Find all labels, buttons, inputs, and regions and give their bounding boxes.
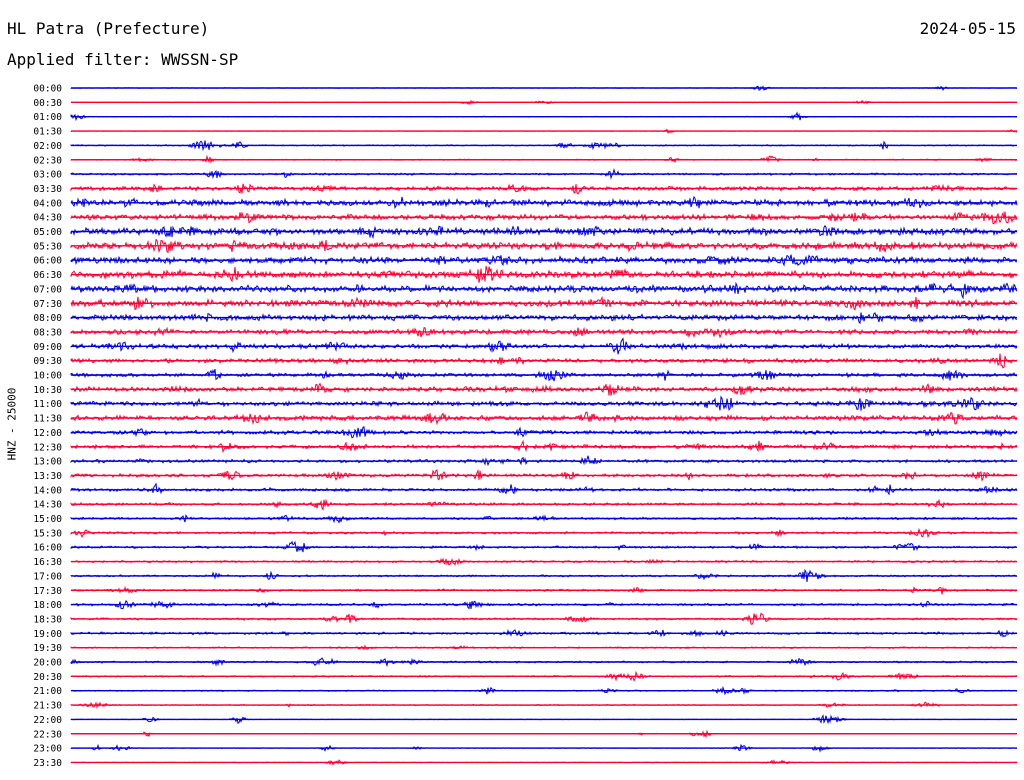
row-time-label: 13:00 [33, 457, 62, 468]
row-time-label: 20:30 [33, 672, 62, 683]
row-time-label: 23:00 [33, 744, 62, 755]
row-time-label: 17:00 [33, 571, 62, 582]
row-time-label: 02:00 [33, 141, 62, 152]
seismic-trace [70, 312, 1017, 325]
row-time-label: 16:30 [33, 557, 62, 568]
plot-date: 2024-05-15 [919, 19, 1016, 38]
seismic-trace [70, 238, 1018, 254]
row-time-label: 23:30 [33, 758, 62, 769]
row-time-label: 00:30 [33, 98, 62, 109]
row-time-label: 18:30 [33, 614, 62, 625]
row-time-label: 20:00 [33, 658, 62, 669]
row-time-label: 11:00 [33, 399, 62, 410]
filter-label: Applied filter: [7, 50, 152, 69]
row-time-label: 01:30 [33, 127, 62, 138]
seismic-trace [70, 281, 1018, 300]
row-time-label: 18:00 [33, 600, 62, 611]
row-time-label: 05:30 [33, 241, 62, 252]
row-time-label: 10:00 [33, 371, 62, 382]
row-time-label: 10:30 [33, 385, 62, 396]
row-time-label: 04:30 [33, 213, 62, 224]
row-time-label: 21:30 [33, 701, 62, 712]
row-time-label: 21:00 [33, 686, 62, 697]
row-time-label: 19:30 [33, 643, 62, 654]
row-time-label: 13:30 [33, 471, 62, 482]
row-time-label: 03:00 [33, 170, 62, 181]
row-time-label: 12:30 [33, 442, 62, 453]
row-time-label: 07:30 [33, 299, 62, 310]
row-time-label: 19:00 [33, 629, 62, 640]
row-time-label: 12:00 [33, 428, 62, 439]
filter-line: Applied filter: WWSSN-SP [7, 50, 238, 69]
row-time-label: 02:30 [33, 155, 62, 166]
row-time-label: 15:30 [33, 528, 62, 539]
row-time-label: 11:30 [33, 414, 62, 425]
seismic-trace [70, 482, 1018, 496]
filter-value: WWSSN-SP [161, 50, 239, 69]
row-time-label: 01:00 [33, 112, 62, 123]
seismic-trace [70, 455, 1018, 467]
row-time-label: 22:00 [33, 715, 62, 726]
row-time-label: 05:00 [33, 227, 62, 238]
row-time-label: 17:30 [33, 586, 62, 597]
row-time-label: 03:30 [33, 184, 62, 195]
row-time-label: 22:30 [33, 729, 62, 740]
row-time-label: 08:00 [33, 313, 62, 324]
row-time-label: 07:00 [33, 284, 62, 295]
row-time-label: 14:00 [33, 485, 62, 496]
row-time-label: 09:00 [33, 342, 62, 353]
row-time-label: 09:30 [33, 356, 62, 367]
row-time-label: 04:00 [33, 198, 62, 209]
row-time-label: 06:00 [33, 256, 62, 267]
row-time-label: 06:30 [33, 270, 62, 281]
row-time-label: 15:00 [33, 514, 62, 525]
row-time-label: 08:30 [33, 327, 62, 338]
row-time-label: 14:30 [33, 500, 62, 511]
station-title: HL Patra (Prefecture) [7, 19, 210, 38]
row-time-label: 00:00 [33, 84, 62, 95]
row-time-label: 16:00 [33, 543, 62, 554]
